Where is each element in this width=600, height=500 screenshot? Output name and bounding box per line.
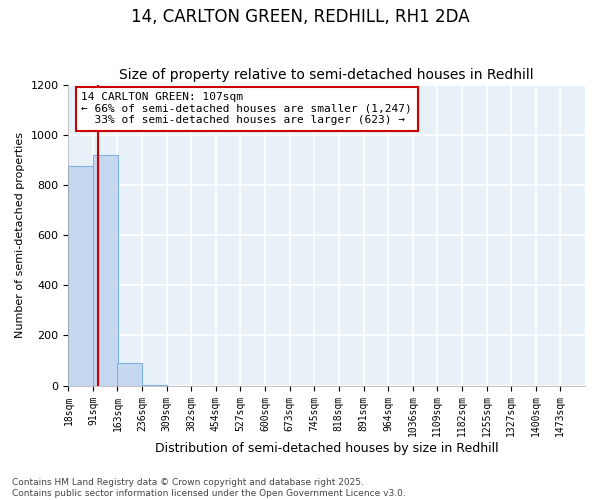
Bar: [142, 385, 167, 386]
Bar: [68, 166, 93, 386]
Y-axis label: Number of semi-detached properties: Number of semi-detached properties: [15, 132, 25, 338]
Text: 14, CARLTON GREEN, REDHILL, RH1 2DA: 14, CARLTON GREEN, REDHILL, RH1 2DA: [131, 8, 469, 26]
Bar: [93, 155, 118, 386]
Bar: [118, 363, 142, 386]
Title: Size of property relative to semi-detached houses in Redhill: Size of property relative to semi-detach…: [119, 68, 534, 82]
X-axis label: Distribution of semi-detached houses by size in Redhill: Distribution of semi-detached houses by …: [155, 442, 499, 455]
Text: 14 CARLTON GREEN: 107sqm
← 66% of semi-detached houses are smaller (1,247)
  33%: 14 CARLTON GREEN: 107sqm ← 66% of semi-d…: [82, 92, 412, 126]
Text: Contains HM Land Registry data © Crown copyright and database right 2025.
Contai: Contains HM Land Registry data © Crown c…: [12, 478, 406, 498]
